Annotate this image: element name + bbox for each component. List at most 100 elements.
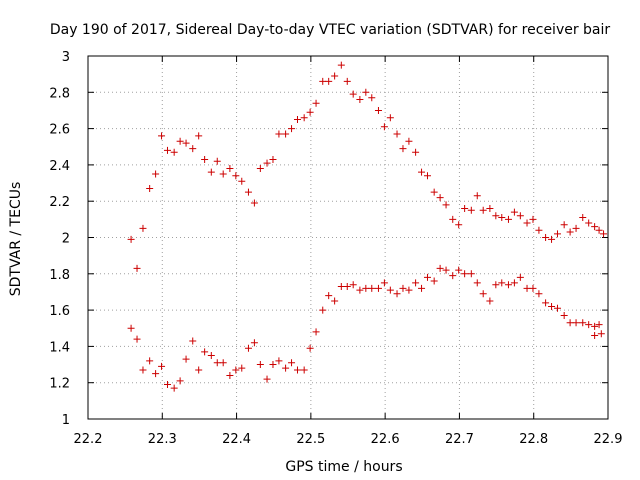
data-point-upper [362,88,370,96]
data-point-lower [362,284,370,292]
data-point-lower [595,321,603,329]
data-point-upper [269,155,277,163]
data-point-upper [331,72,339,80]
data-point-lower [300,366,308,374]
data-point-lower [442,266,450,274]
data-point-upper [579,214,587,222]
data-point-upper [213,157,221,165]
data-point-lower [343,283,351,291]
data-point-upper [423,172,431,180]
data-point-upper [386,114,394,122]
data-point-upper [572,224,580,232]
data-point-lower [486,297,494,305]
data-point-upper [293,116,301,124]
data-point-upper [591,223,599,231]
data-point-upper [492,212,500,220]
plot-frame [87,55,609,420]
data-point-lower [182,355,190,363]
data-point-lower [492,281,500,289]
data-point-lower [306,344,314,352]
data-point-lower [386,286,394,294]
y-tick-labels: 1 1.2 1.4 1.6 1.8 2 2.2 2.4 2.6 2.8 3 [49,50,70,428]
data-point-lower [158,362,166,370]
data-point-lower [195,366,203,374]
data-point-lower [189,337,197,345]
data-point-upper [498,214,506,222]
data-point-lower [553,304,561,312]
data-point-upper [232,172,240,180]
x-tick-label: 22.4 [222,432,251,447]
data-point-lower [461,270,469,278]
y-tick-label: 1 [62,413,70,428]
data-point-lower [542,299,550,307]
data-point-lower [201,348,209,356]
data-point-lower [244,344,252,352]
data-point-upper [282,130,290,138]
data-point-lower [560,312,568,320]
data-point-upper [405,137,413,145]
data-point-upper [542,234,550,241]
data-point-upper [170,148,178,156]
data-point-upper [535,226,543,234]
y-tick-label: 1.4 [49,340,70,355]
y-tick-label: 1.2 [49,377,70,392]
data-point-lower [380,279,388,287]
y-tick-label: 2 [62,232,70,247]
data-point-upper [600,230,608,238]
data-point-lower [473,279,481,287]
data-point-upper [368,94,376,102]
data-point-lower [572,319,580,327]
data-point-upper [256,165,264,173]
y-tick-label: 2.4 [49,159,70,174]
data-point-lower [548,302,556,310]
data-point-upper [523,219,531,227]
y-tick-label: 3 [62,50,70,65]
data-point-upper [139,224,147,232]
data-point-lower [467,270,475,278]
data-point-lower [597,330,605,338]
data-point-upper [319,77,327,85]
data-point-upper [516,212,524,220]
data-point-upper [244,188,252,196]
data-point-upper [201,155,209,163]
x-axis-label: GPS time / hours [285,459,402,475]
data-point-lower [176,377,184,385]
data-point-lower [232,366,240,374]
data-point-upper [473,192,481,200]
data-point-lower [423,273,431,281]
data-point-lower [275,357,283,365]
x-tick-label: 22.2 [74,432,103,447]
data-point-upper [306,108,314,116]
data-point-upper [479,206,487,214]
data-point-upper [250,199,258,207]
data-point-lower [331,297,339,305]
data-point-lower [516,273,524,281]
data-point-lower [146,357,154,365]
data-point-lower [250,339,258,347]
y-tick-label: 1.6 [49,304,70,319]
data-point-upper [300,114,308,122]
data-point-upper [393,130,401,138]
data-point-lower [288,359,296,367]
data-point-lower [263,375,271,383]
data-point-lower [449,272,457,280]
data-point-lower [479,290,487,298]
data-point-upper [146,184,154,192]
data-point-upper [127,235,135,243]
data-point-lower [498,279,506,287]
data-point-lower [133,335,141,343]
data-point-lower [293,366,301,374]
data-point-upper [349,90,357,98]
data-point-upper [337,61,345,69]
data-point-lower [213,359,221,367]
y-tick-label: 2.6 [49,123,70,138]
data-point-upper [595,226,603,234]
data-point-upper [182,139,190,147]
data-point-lower [207,351,215,359]
data-point-lower [319,306,327,314]
data-point-upper [325,77,333,85]
data-point-upper [486,204,494,212]
data-point-lower [349,281,357,289]
data-point-lower [535,290,543,298]
